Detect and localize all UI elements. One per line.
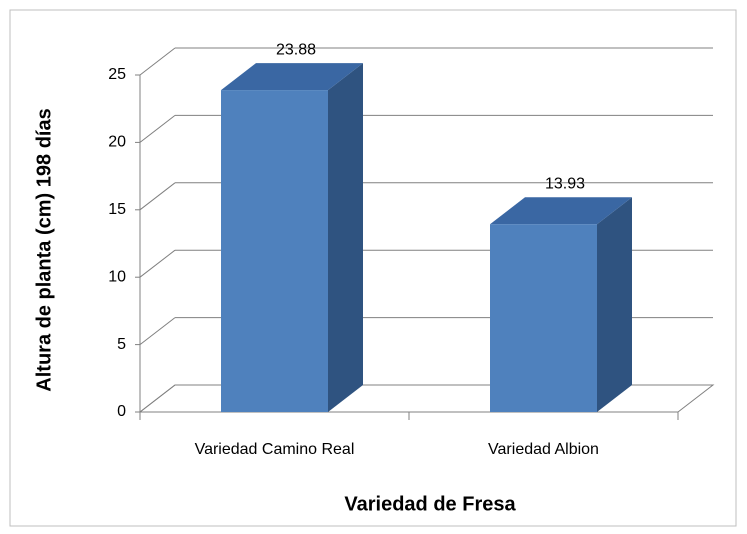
y-tick-label: 0 [117,403,126,420]
bar [490,224,597,412]
bar [221,90,328,413]
y-tick-label: 10 [108,268,126,285]
bar-side [328,63,363,413]
grid-diagonal [139,115,176,143]
bar-top [221,63,363,91]
grid-diagonal [139,384,176,413]
grid-diagonal [139,182,176,211]
y-tick-label: 15 [108,201,126,218]
x-tick-label: Variedad Albion [488,441,599,458]
value-label: 13.93 [545,175,585,192]
grid-diagonal [139,317,176,345]
bar-top [490,197,632,225]
x-axis-title: Variedad de Fresa [344,493,516,515]
bar-side [597,197,632,412]
y-tick-label: 20 [108,134,126,151]
y-tick-label: 5 [117,336,126,353]
grid-diagonal [139,47,176,76]
y-tick-label: 25 [108,66,126,83]
chart-frame [9,9,737,527]
y-axis-title: Altura de planta (cm) 198 días [33,108,55,391]
x-tick-label: Variedad Camino Real [195,441,355,458]
grid-diagonal [139,249,176,278]
value-label: 23.88 [276,41,316,58]
